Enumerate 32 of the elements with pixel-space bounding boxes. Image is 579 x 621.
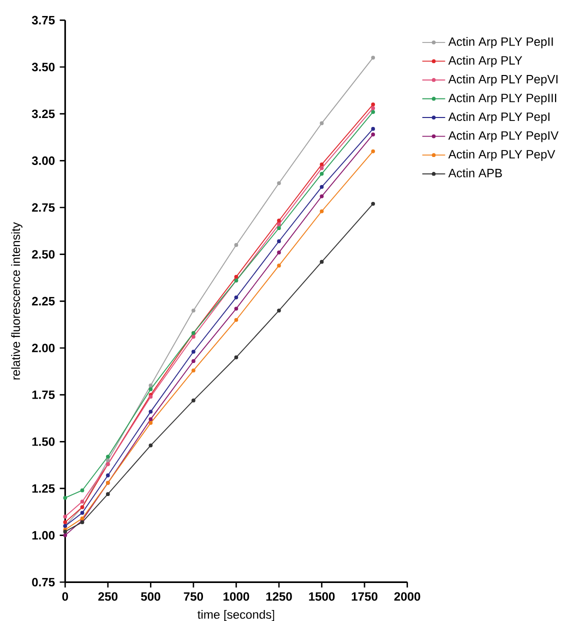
x-tick-label: 500 <box>140 592 160 601</box>
y-tick-label: 1.50 <box>32 437 55 446</box>
legend-label: Actin Arp PLY PepII <box>448 37 553 48</box>
y-tick-label: 3.00 <box>32 156 55 165</box>
x-tick-label: 1750 <box>352 592 378 601</box>
x-tick-label: 750 <box>184 592 203 601</box>
x-tick-label: 250 <box>98 592 118 601</box>
y-tick-label: 0.75 <box>32 578 55 586</box>
x-axis-title: time [seconds] <box>198 610 274 621</box>
y-tick-label: 2.25 <box>32 296 55 306</box>
y-axis-title: relative fluorescence intensity <box>11 222 22 380</box>
legend-label: Actin APB <box>448 168 502 178</box>
x-tick-label: 1250 <box>266 592 292 601</box>
y-tick-label: 3.50 <box>32 62 55 72</box>
legend-label: Actin Arp PLY <box>448 56 522 68</box>
x-tick-label: 1000 <box>224 592 250 601</box>
legend-label: Actin Arp PLY PepIII <box>448 93 556 105</box>
x-tick-label: 0 <box>62 592 68 601</box>
x-tick-label: 1500 <box>309 592 335 601</box>
y-tick-label: 1.00 <box>32 531 55 540</box>
y-tick-label: 2.50 <box>32 250 55 259</box>
y-tick-label: 1.75 <box>32 390 55 400</box>
legend-label: Actin Arp PLY PepV <box>448 150 556 161</box>
y-tick-label: 2.75 <box>32 203 55 212</box>
y-tick-label: 3.25 <box>32 110 55 118</box>
y-tick-label: 2.00 <box>32 344 55 352</box>
x-tick-label: 2000 <box>394 592 420 601</box>
legend-label: Actin Arp PLY PepI <box>448 112 550 124</box>
legend-label: Actin Arp PLY PepIV <box>448 130 558 142</box>
y-tick-label: 3.75 <box>32 16 55 24</box>
y-tick-label: 1.25 <box>32 484 55 493</box>
legend-label: Actin Arp PLY PepVI <box>448 74 558 86</box>
